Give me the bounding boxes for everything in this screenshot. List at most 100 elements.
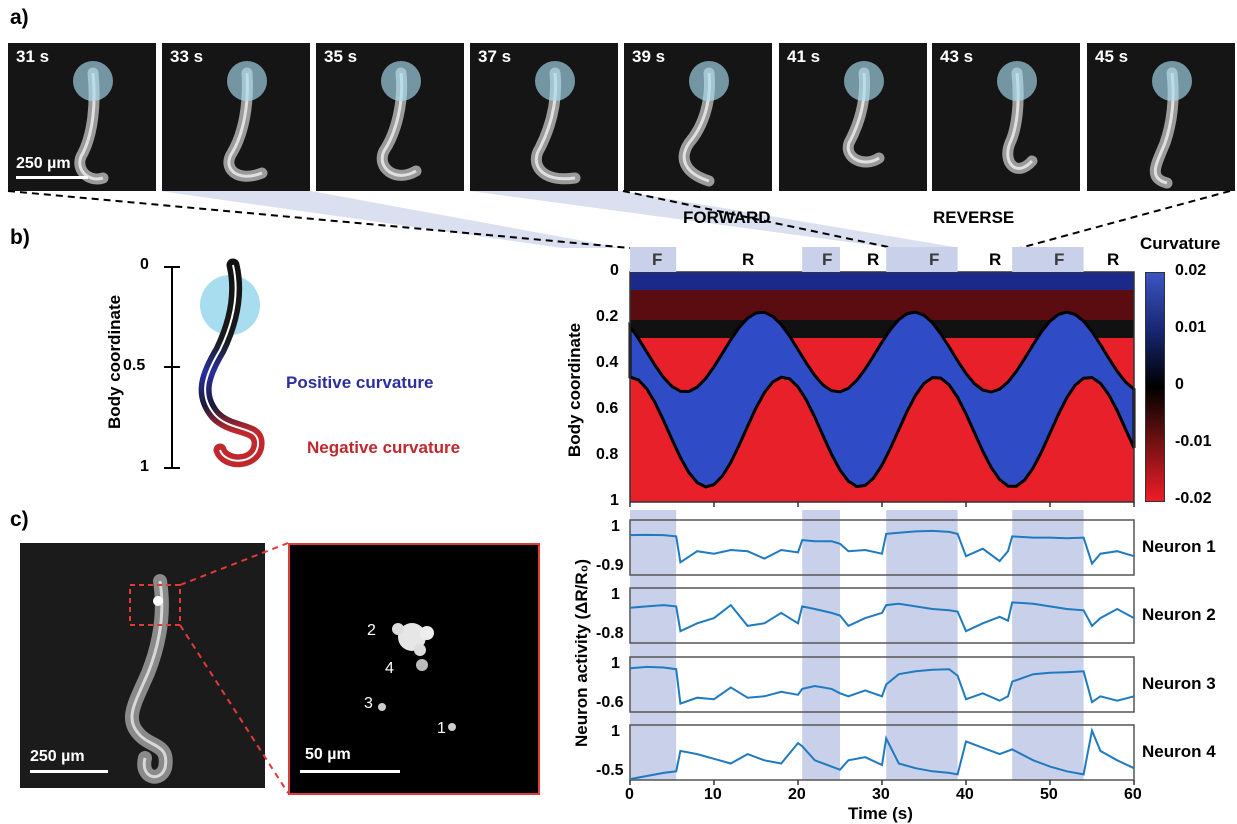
neuron-label-1: 1	[437, 720, 446, 737]
forward-header-1	[630, 247, 677, 272]
trace-line-4	[629, 727, 1135, 781]
colorbar-title: Curvature	[1140, 234, 1221, 253]
neuron-name-3: Neuron 3	[1142, 674, 1216, 693]
frame-time-label: 33 s	[170, 47, 204, 66]
trace-line-2	[629, 601, 1135, 633]
frame-4: 37 s	[470, 43, 618, 191]
state-label-2: R	[742, 250, 755, 269]
frame-time-label: 39 s	[632, 47, 666, 66]
panel-a-label: a)	[10, 6, 29, 29]
scale-bar-c-left-line	[30, 770, 108, 773]
forward-wedge	[160, 191, 622, 248]
neuron-label-4: 4	[385, 660, 394, 677]
neuron-name-2: Neuron 2	[1142, 605, 1216, 624]
trace-ytick-top: 1	[611, 586, 620, 603]
forward-band-3	[886, 510, 958, 780]
neuron-cluster	[378, 623, 456, 731]
scale-bar-c-right-label: 50 µm	[305, 746, 351, 763]
trace-box-3	[629, 656, 1135, 713]
panel-c-label: c)	[10, 508, 29, 531]
frame-time-label: 43 s	[940, 47, 974, 66]
frame-time-label: 31 s	[16, 47, 50, 66]
trace-xtick-label: 10	[704, 786, 722, 803]
trace-ytick-top: 1	[611, 655, 620, 672]
frame-5: 39 s	[624, 43, 772, 191]
trace-box-1	[629, 519, 1135, 576]
frame-3: 35 s	[316, 43, 464, 191]
whole-worm-image	[20, 543, 265, 788]
trace-box-2	[629, 587, 1135, 644]
schematic-axis	[164, 266, 180, 469]
curvature-heatmap	[628, 247, 1136, 507]
state-label-4: R	[867, 250, 880, 269]
trace-ytick-bottom: -0.8	[596, 625, 624, 642]
state-label-7: F	[1054, 250, 1065, 269]
trace-ytick-bottom: -0.9	[596, 557, 624, 574]
state-label-1: F	[652, 250, 663, 269]
neuron-label-2: 2	[367, 622, 376, 639]
trace-line-3	[629, 665, 1135, 705]
forward-band-4	[1012, 510, 1084, 780]
heatmap-ytick: 0	[610, 262, 619, 279]
frame-7: 43 s	[932, 43, 1080, 191]
heatmap-ytick: 0.2	[596, 308, 619, 325]
heatmap-ytick: 1	[610, 492, 619, 509]
colorbar	[1145, 272, 1165, 502]
trace-line-1	[629, 529, 1135, 566]
scale-bar-c-right-line	[300, 770, 400, 773]
frame-2: 33 s	[162, 43, 310, 191]
heatmap-ytick: 0.6	[596, 400, 619, 417]
panel-b-label: b)	[10, 226, 30, 249]
worm-schematic	[198, 258, 265, 468]
frame-8: 45 s	[1087, 43, 1235, 191]
positive-curvature-label: Positive curvature	[286, 373, 434, 392]
zoom-image	[288, 543, 540, 795]
schematic-tick-0: 0	[140, 256, 149, 273]
reverse-label: REVERSE	[933, 208, 1015, 227]
colorbar-tick: 0	[1175, 376, 1184, 393]
heatmap-ytick: 0.4	[596, 354, 619, 371]
scale-bar-a-label: 250 µm	[16, 155, 71, 172]
dashed-line-left	[7, 190, 631, 249]
forward-band-2	[802, 510, 840, 780]
trace-ytick-bottom: -0.6	[596, 694, 624, 711]
trace-xtick-label: 30	[872, 786, 890, 803]
frame-1: 31 s	[8, 43, 156, 191]
frame-6: 41 s	[779, 43, 927, 191]
neuron-label-3: 3	[364, 695, 373, 712]
forward-header-3	[886, 247, 958, 272]
trace-xtick-label: 40	[956, 786, 974, 803]
heatmap-head-band	[630, 272, 1134, 290]
state-label-8: R	[1107, 250, 1120, 269]
schematic-tick-05: 0.5	[123, 357, 146, 374]
heatmap-ytick: 0.8	[596, 446, 619, 463]
frame-time-label: 35 s	[324, 47, 358, 66]
neuron-name-4: Neuron 4	[1142, 742, 1216, 761]
forward-label: FORWARD	[683, 208, 771, 227]
neuron-traces	[629, 510, 1135, 785]
traces-xlabel: Time (s)	[848, 804, 913, 823]
frame-time-label: 45 s	[1095, 47, 1129, 66]
negative-curvature-label: Negative curvature	[307, 438, 461, 457]
colorbar-tick: -0.02	[1175, 490, 1212, 507]
heatmap-red-band	[630, 290, 1134, 320]
state-label-6: R	[989, 250, 1002, 269]
schematic-tick-1: 1	[140, 458, 149, 475]
state-label-3: F	[822, 250, 833, 269]
whole-worm-drawing	[124, 574, 181, 784]
colorbar-tick: 0.02	[1175, 262, 1207, 279]
state-label-5: F	[929, 250, 940, 269]
trace-xtick-label: 20	[788, 786, 806, 803]
forward-band-1	[630, 510, 677, 780]
colorbar-tick: -0.01	[1175, 433, 1212, 450]
neuron-name-1: Neuron 1	[1142, 537, 1216, 556]
trace-xtick-label: 50	[1040, 786, 1058, 803]
trace-ytick-top: 1	[611, 723, 620, 740]
trace-ytick-bottom: -0.5	[596, 762, 624, 779]
trace-xtick-label: 60	[1124, 786, 1142, 803]
frame-time-label: 41 s	[787, 47, 821, 66]
forward-wedge-2	[470, 191, 960, 248]
scale-bar-a-line	[16, 176, 88, 179]
trace-xtick-label: 0	[625, 786, 634, 803]
